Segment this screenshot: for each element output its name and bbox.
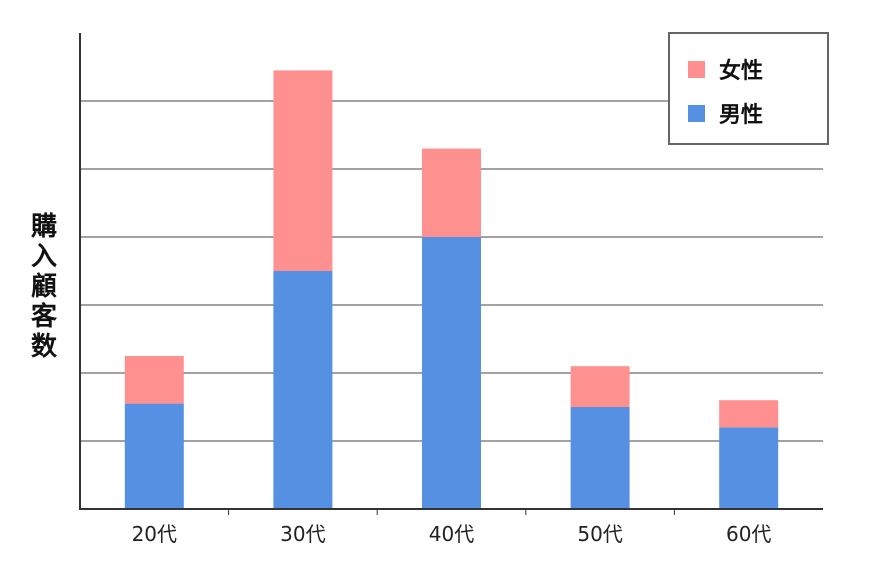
bar-male-40s [422,237,481,509]
bar-male-20s [124,403,184,509]
legend-item-male: 男性 [688,98,763,128]
legend-swatch-male [688,104,705,122]
bar-male-30s [273,271,333,509]
bar-female-50s [570,366,630,407]
legend-label-male: 男性 [719,103,764,128]
bar-male-50s [570,407,630,509]
x-tick-label: 50代 [577,522,622,546]
bars [124,70,779,509]
x-tick-label: 20代 [132,522,177,546]
bar-female-60s [719,400,779,428]
y-axis-label-char: 客 [30,302,57,332]
x-tick-label: 40代 [429,522,474,546]
y-axis-label-char: 顧 [30,272,57,302]
legend-item-female: 女性 [688,54,763,84]
bar-female-20s [124,356,184,404]
y-axis-label-char: 入 [30,242,57,272]
legend-label-female: 女性 [719,59,764,84]
y-axis-label: 購入顧客数 [24,212,64,362]
legend-swatch-female [688,60,705,78]
x-tick-label: 30代 [280,522,325,546]
bar-male-60s [719,427,779,509]
bar-female-30s [273,70,333,272]
legend: 女性 男性 [668,32,829,145]
y-axis-label-char: 購 [30,212,57,242]
x-axis-ticks: 20代 30代 40代 50代 60代 [132,509,771,546]
y-axis-label-char: 数 [30,332,57,362]
axes [79,33,823,510]
x-tick-label: 60代 [726,522,771,546]
bar-female-40s [422,148,481,237]
